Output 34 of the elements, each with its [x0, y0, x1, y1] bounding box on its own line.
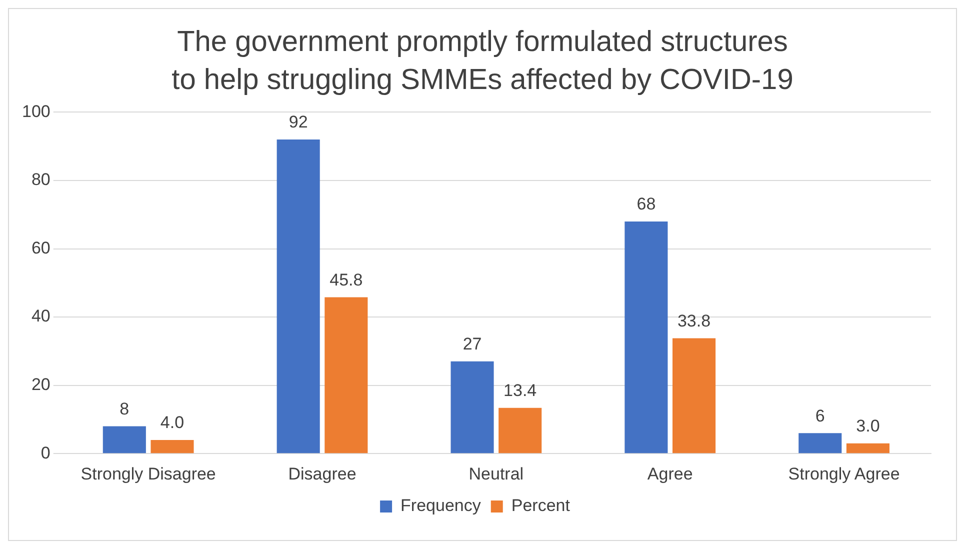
x-tick-label: Agree: [647, 464, 693, 484]
bar: [624, 221, 668, 454]
bar: [798, 433, 842, 454]
data-label: 92: [288, 112, 308, 132]
data-label: 13.4: [504, 381, 537, 400]
y-tick-label: 100: [22, 102, 50, 121]
x-tick-label: Strongly Agree: [788, 464, 900, 484]
bar: [846, 443, 890, 454]
bar: [150, 440, 194, 454]
bar: [276, 140, 320, 454]
x-tick-label: Disagree: [288, 464, 356, 484]
x-tick-label: Strongly Disagree: [80, 464, 216, 484]
bar: [498, 408, 542, 454]
data-label: 8: [120, 399, 130, 418]
data-label: 4.0: [160, 413, 184, 432]
bar: [672, 338, 716, 454]
bar: [324, 297, 368, 454]
y-tick-label: 20: [31, 375, 50, 394]
data-label: 27: [462, 334, 482, 354]
bar: [102, 426, 146, 454]
y-tick-label: 0: [40, 443, 50, 462]
legend-label: Percent: [511, 496, 570, 516]
x-tick-label: Neutral: [468, 464, 524, 484]
y-tick-label: 60: [31, 238, 50, 258]
data-label: 33.8: [677, 311, 711, 330]
data-label: 6: [815, 406, 825, 426]
chart-title: The government promptly formulated structures to help struggling SMMEs affected by COVID-19: [170, 25, 794, 98]
bar: [450, 361, 494, 454]
data-label: 3.0: [856, 416, 880, 436]
data-label: 45.8: [330, 270, 363, 290]
y-tick-label: 80: [31, 170, 50, 190]
y-tick-label: 40: [31, 306, 50, 326]
legend-label: Frequency: [400, 496, 482, 516]
data-label: 68: [636, 194, 656, 214]
